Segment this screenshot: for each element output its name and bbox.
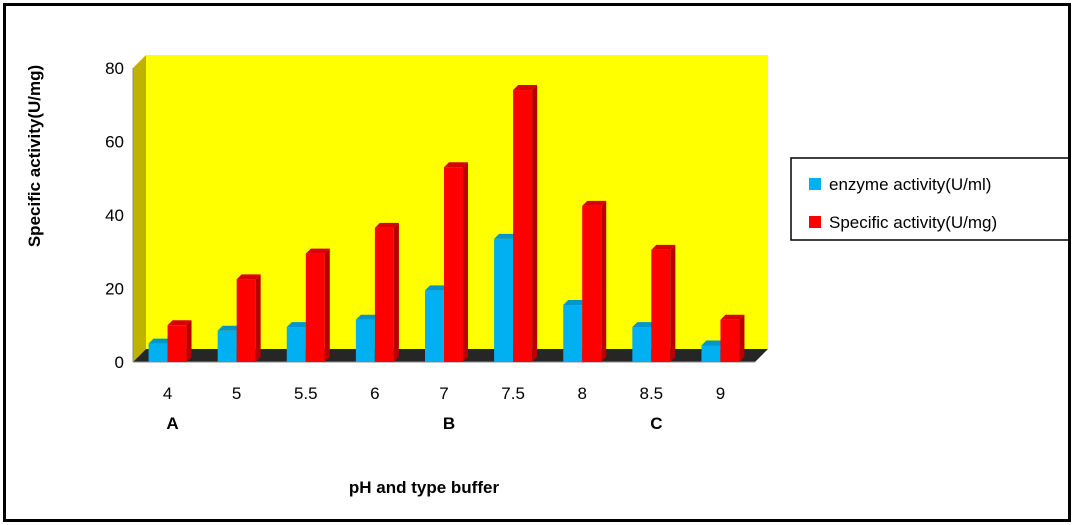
legend-box [790, 157, 1068, 241]
chart-frame: 0 20 40 60 80 4 5 5.5 6 7 7.5 8 8.5 9 A B C Specific a… [3, 3, 1071, 522]
buffer-group-label: B [443, 414, 455, 433]
bar [374, 222, 399, 362]
bar [720, 314, 745, 362]
bar [651, 244, 676, 362]
legend-swatch-specific-activity [809, 216, 821, 228]
legend: enzyme activity(U/ml) Specific activity(… [790, 157, 1068, 241]
y-axis-title: Specific activity(U/mg) [25, 65, 44, 247]
bar-chart: 0 20 40 60 80 4 5 5.5 6 7 7.5 8 8.5 9 A B C Specific a… [25, 55, 1068, 497]
x-tick-label: 5 [232, 384, 241, 403]
bar [236, 274, 261, 362]
y-tick-label: 0 [115, 353, 124, 372]
y-tick-label: 80 [105, 59, 124, 78]
bar [444, 162, 468, 362]
legend-swatch-enzyme-activity [809, 178, 821, 190]
y-tick-label: 60 [105, 133, 124, 152]
legend-label-enzyme-activity: enzyme activity(U/ml) [829, 175, 991, 194]
legend-label-specific-activity: Specific activity(U/mg) [829, 213, 997, 232]
x-tick-label: 8.5 [640, 384, 664, 403]
x-tick-label: 8 [577, 384, 586, 403]
buffer-group-labels: A B C [166, 414, 662, 433]
bar [305, 248, 330, 362]
x-tick-label: 5.5 [294, 384, 318, 403]
y-tick-label: 40 [105, 206, 124, 225]
x-tick-label: 7 [439, 384, 448, 403]
x-tick-label: 9 [716, 384, 725, 403]
bar [513, 85, 538, 363]
buffer-group-label: C [650, 414, 662, 433]
x-tick-label: 6 [370, 384, 379, 403]
x-tick-label: 7.5 [501, 384, 525, 403]
x-axis-tick-labels: 4 5 5.5 6 7 7.5 8 8.5 9 [163, 384, 725, 403]
buffer-group-label: A [166, 414, 178, 433]
bar [167, 320, 192, 362]
bar [582, 200, 607, 362]
x-tick-label: 4 [163, 384, 172, 403]
y-tick-label: 20 [105, 280, 124, 299]
x-axis-title: pH and type buffer [349, 478, 500, 497]
plot-side-wall [133, 55, 146, 362]
y-axis-tick-labels: 0 20 40 60 80 [105, 59, 124, 372]
bars [148, 85, 745, 363]
